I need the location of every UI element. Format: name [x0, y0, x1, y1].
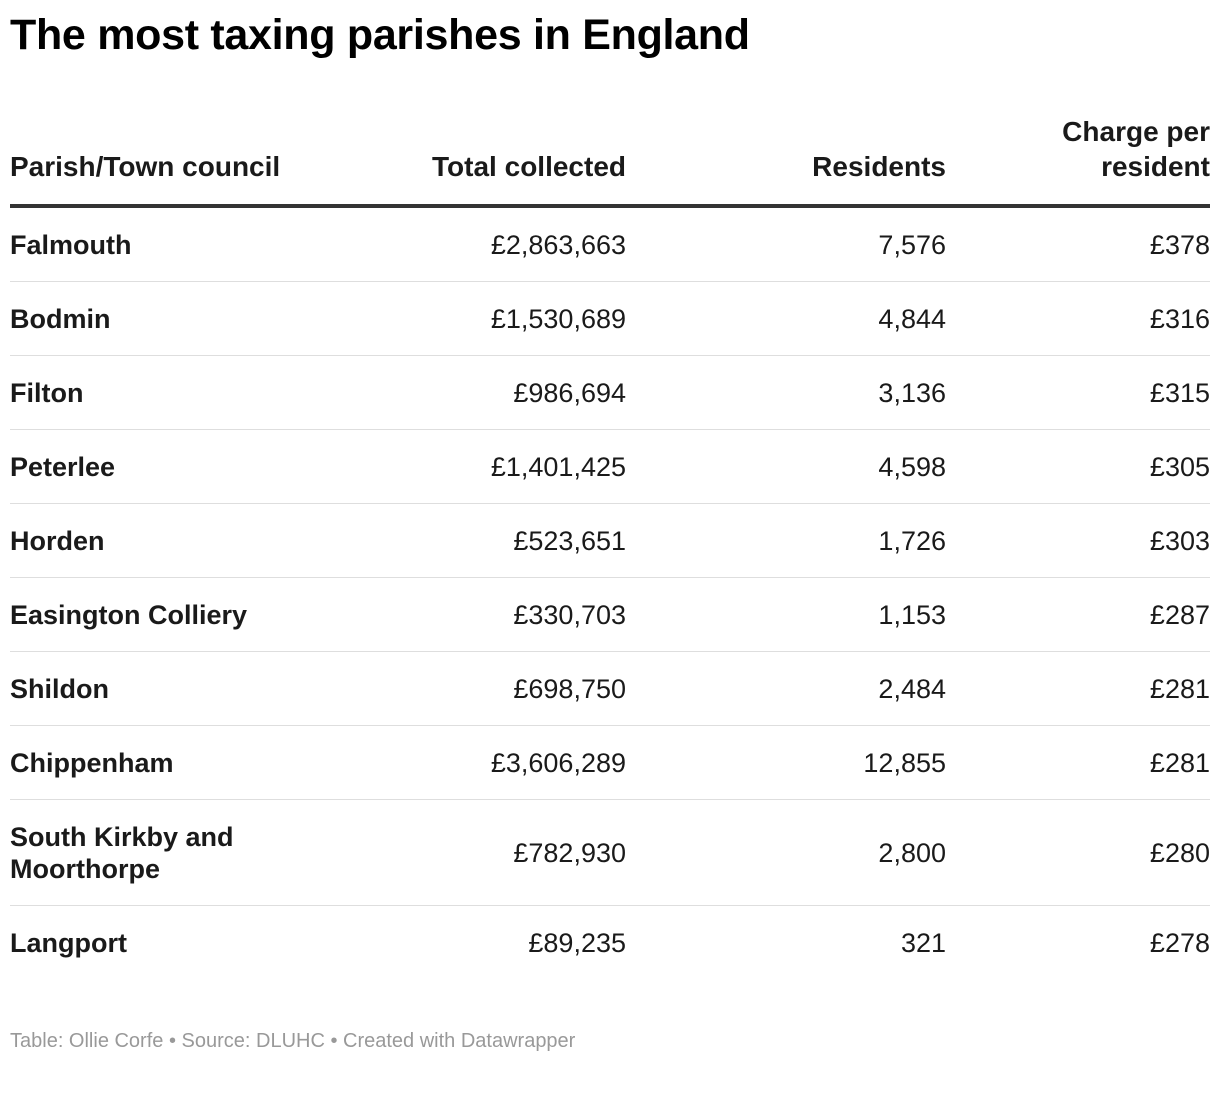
parish-name: Easington Colliery — [10, 577, 370, 652]
residents-cell: 4,598 — [626, 429, 946, 504]
table-row: South Kirkby and Moorthorpe £782,930 2,8… — [10, 799, 1210, 906]
column-header-parish[interactable]: Parish/Town council — [10, 114, 370, 208]
charge-cell: £287 — [946, 577, 1210, 652]
column-header-residents[interactable]: Residents — [626, 114, 946, 208]
table-row: Bodmin £1,530,689 4,844 £316 — [10, 281, 1210, 356]
table-header-row: Parish/Town council Total collected Resi… — [10, 114, 1210, 208]
total-collected-cell: £986,694 — [370, 355, 626, 430]
table-row: Chippenham £3,606,289 12,855 £281 — [10, 725, 1210, 800]
total-collected-cell: £330,703 — [370, 577, 626, 652]
charge-cell: £303 — [946, 503, 1210, 578]
table-row: Filton £986,694 3,136 £315 — [10, 355, 1210, 430]
residents-cell: 3,136 — [626, 355, 946, 430]
residents-cell: 2,484 — [626, 651, 946, 726]
parish-name: Filton — [10, 355, 370, 430]
residents-cell: 1,153 — [626, 577, 946, 652]
table-row: Shildon £698,750 2,484 £281 — [10, 651, 1210, 726]
total-collected-cell: £1,530,689 — [370, 281, 626, 356]
table-row: Easington Colliery £330,703 1,153 £287 — [10, 577, 1210, 652]
parish-name: Langport — [10, 927, 127, 958]
chart-container: The most taxing parishes in England Pari… — [10, 0, 1210, 1053]
parish-name: Falmouth — [10, 206, 370, 282]
charge-cell: £278 — [1149, 927, 1210, 958]
charge-cell: £281 — [946, 725, 1210, 800]
charge-cell: £316 — [946, 281, 1210, 356]
chart-title: The most taxing parishes in England — [10, 11, 750, 59]
charge-cell: £281 — [946, 651, 1210, 726]
parish-name: Horden — [10, 503, 370, 578]
residents-cell: 4,844 — [626, 281, 946, 356]
table-row: Peterlee £1,401,425 4,598 £305 — [10, 429, 1210, 504]
total-collected-cell: £523,651 — [370, 503, 626, 578]
parish-name: Shildon — [10, 651, 370, 726]
residents-cell: 2,800 — [626, 799, 946, 906]
charge-cell: £315 — [946, 355, 1210, 430]
total-collected-cell: £782,930 — [370, 799, 626, 906]
residents-cell: 12,855 — [626, 725, 946, 800]
total-collected-cell: £1,401,425 — [370, 429, 626, 504]
total-collected-cell: £2,863,663 — [370, 206, 626, 282]
table-row: Langport £89,235 321 £278 — [10, 906, 1210, 980]
total-collected-cell: £698,750 — [370, 651, 626, 726]
parish-name: Chippenham — [10, 725, 370, 800]
charge-cell: £305 — [946, 429, 1210, 504]
total-collected-cell: £3,606,289 — [370, 725, 626, 800]
parish-name: Peterlee — [10, 429, 370, 504]
parish-name: Bodmin — [10, 281, 370, 356]
table-row: Falmouth £2,863,663 7,576 £378 — [10, 206, 1210, 282]
data-table: Parish/Town council Total collected Resi… — [10, 114, 1210, 979]
parish-name: South Kirkby and Moorthorpe — [10, 799, 370, 906]
source-footer: Table: Ollie Corfe • Source: DLUHC • Cre… — [10, 1030, 576, 1052]
residents-cell: 1,726 — [626, 503, 946, 578]
charge-cell: £378 — [946, 206, 1210, 282]
residents-cell: 321 — [900, 927, 946, 958]
total-collected-cell: £89,235 — [528, 927, 626, 958]
column-header-charge-per-resident[interactable]: Charge per resident — [946, 114, 1210, 208]
column-header-total-collected[interactable]: Total collected — [370, 114, 626, 208]
table-row: Horden £523,651 1,726 £303 — [10, 503, 1210, 578]
residents-cell: 7,576 — [626, 206, 946, 282]
charge-cell: £280 — [946, 799, 1210, 906]
